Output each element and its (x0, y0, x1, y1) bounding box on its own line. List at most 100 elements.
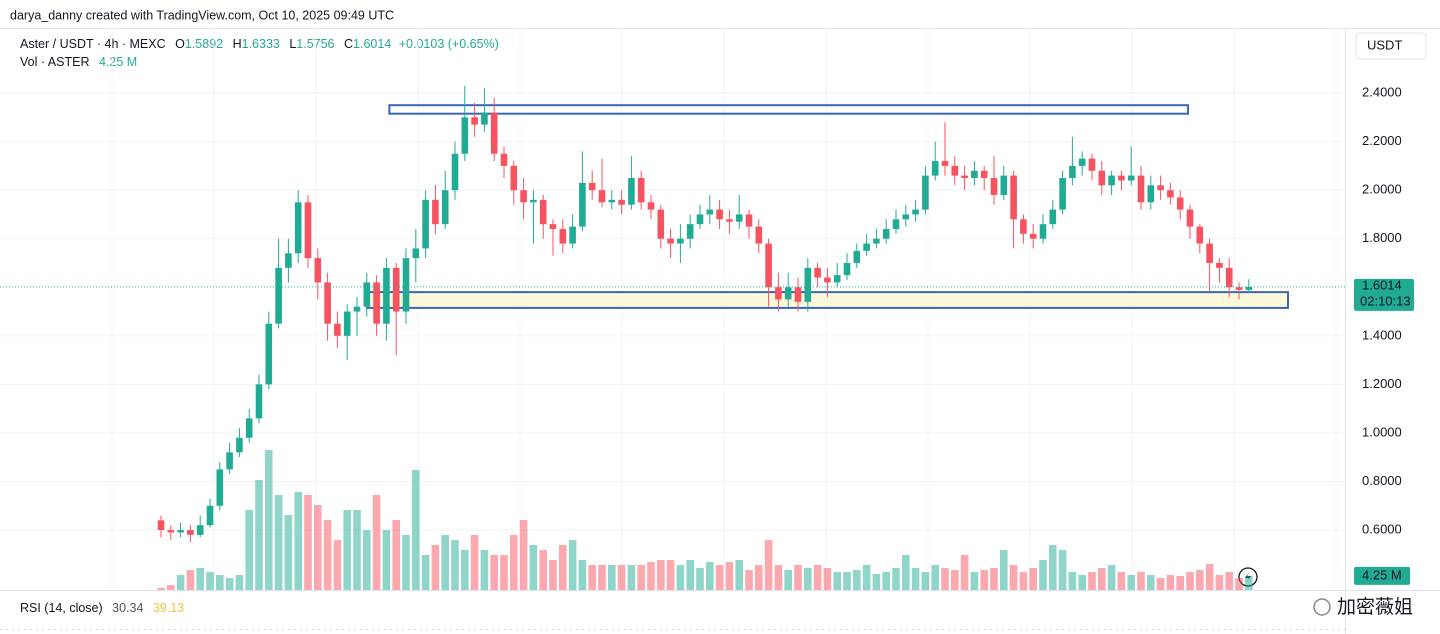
volume-bar (715, 565, 724, 590)
candle-body (853, 250, 861, 263)
volume-bar (284, 515, 293, 590)
candle-body (637, 178, 645, 203)
candle-body (1000, 175, 1008, 196)
candle-body (902, 214, 910, 220)
y-tick-label: 1.2000 (1362, 376, 1402, 391)
candle-body (441, 190, 449, 225)
candle-body (1098, 170, 1106, 186)
volume-bar (470, 535, 479, 590)
candle-body (863, 243, 870, 251)
candle-body (696, 214, 704, 225)
volume-bar (862, 565, 871, 590)
y-tick-label: 0.8000 (1362, 473, 1402, 488)
legend-key: C (344, 37, 353, 51)
candle-body (657, 209, 665, 239)
candle-body (1039, 224, 1047, 239)
volume-bar (1166, 575, 1175, 590)
volume-bar (637, 565, 645, 590)
candle-body (941, 161, 949, 166)
rsi-ma-value: 39.13 (153, 601, 184, 615)
volume-bar (872, 574, 881, 590)
candle-body (569, 226, 576, 244)
candle-body (1225, 267, 1233, 288)
candle-body (745, 214, 753, 227)
candle-body (1137, 175, 1145, 203)
volume-bar (529, 545, 538, 590)
candle-body (775, 287, 782, 300)
candle-body (294, 202, 302, 254)
rsi-title: RSI (14, close) (20, 601, 103, 615)
candle-body (334, 323, 341, 336)
candle-body (490, 112, 498, 154)
volume-bar (1186, 572, 1194, 590)
volume-bar (774, 565, 783, 590)
volume-bar (314, 505, 322, 590)
candle-body (1206, 243, 1213, 263)
volume-bar (363, 530, 371, 590)
plot (0, 28, 1345, 590)
candle-body (1118, 175, 1125, 181)
volume-bar (686, 560, 694, 590)
candle-body (1186, 209, 1194, 227)
volume-bar (225, 578, 234, 590)
candle-body (794, 287, 802, 302)
candle-body (706, 209, 714, 215)
volume-bar (1107, 565, 1116, 590)
volume-title: Vol · ASTER (20, 55, 89, 69)
candle-body (196, 525, 204, 535)
volume-bar (1176, 576, 1184, 590)
candle-body (1108, 175, 1115, 186)
volume-bar (608, 565, 616, 590)
y-tick-label: 1.8000 (1362, 230, 1402, 245)
legend-value: 1.6014 (353, 37, 391, 51)
candle-body (912, 209, 919, 215)
volume-bar (1215, 575, 1224, 590)
volume-bar (1009, 565, 1018, 590)
volume-bar (1078, 575, 1086, 590)
legend-key: O (175, 37, 185, 51)
candle-body (402, 258, 410, 312)
candle-body (412, 248, 420, 259)
volume-bar (804, 568, 812, 590)
volume-bar (323, 520, 332, 590)
volume-bar (755, 565, 763, 590)
y-tick-label: 1.0000 (1362, 424, 1402, 439)
volume-bar (833, 572, 841, 590)
candle-body (1088, 158, 1096, 171)
volume-bar (1088, 572, 1096, 590)
candle-body (1235, 287, 1243, 290)
volume-bar (725, 562, 734, 590)
candle-body (1127, 175, 1135, 181)
candle-body (931, 161, 939, 176)
candle-body (1167, 190, 1174, 198)
volume-bar (647, 562, 655, 590)
candle-body (1176, 197, 1184, 210)
volume-bar (1058, 550, 1067, 590)
candle-body (755, 226, 763, 244)
candle-body (608, 199, 616, 203)
volume-bar (882, 572, 890, 590)
volume-bar (431, 545, 440, 590)
candle-body (647, 202, 655, 210)
candle-body (471, 117, 478, 125)
candle-body (314, 258, 322, 283)
volume-bar (980, 570, 988, 590)
candle-body (343, 311, 351, 336)
candle-body (1157, 185, 1164, 191)
candle-body (980, 170, 988, 179)
candle-body (667, 238, 674, 244)
volume-bar (157, 588, 165, 590)
volume-bar (951, 570, 959, 590)
volume-label-box (1354, 566, 1410, 585)
candle-body (1216, 262, 1223, 268)
volume-bar (304, 495, 312, 590)
candle-body (245, 418, 253, 438)
candle-body (461, 117, 469, 154)
legend-value: 1.5756 (296, 37, 334, 51)
symbol: Aster / USDT · 4h · MEXC (20, 37, 166, 51)
candle-body (892, 219, 900, 230)
candle-body (422, 199, 429, 249)
watermark: 加密薇姐 (1337, 596, 1413, 618)
volume-bar (500, 555, 508, 590)
legend-value: 1.5892 (185, 37, 223, 51)
